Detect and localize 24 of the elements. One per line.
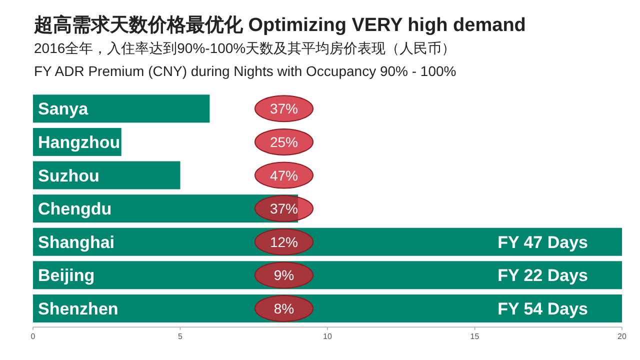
annotation: 9%	[274, 267, 294, 284]
annotation: 37%	[270, 100, 298, 117]
annotation: 47%	[270, 167, 298, 184]
x-tick-label: 0	[30, 332, 36, 342]
annotation: FY 47 Days	[498, 232, 588, 252]
x-tick-label: 10	[323, 332, 332, 342]
x-tick-label: 20	[618, 332, 627, 342]
annotation: 25%	[270, 134, 298, 150]
annotation: 37%	[270, 200, 298, 217]
y-tick-label: Hangzhou	[38, 132, 120, 152]
y-tick-label: Chengdu	[38, 200, 112, 219]
annotation: FY 54 Days	[498, 299, 588, 318]
x-tick-label: 15	[470, 332, 480, 342]
chart-subtitle: 2016全年，入住率达到90%-100%天数及其平均房价表现（人民币） FY ADR Premium (CNY) during Nights with Occupancy 90% - 100%	[34, 40, 456, 79]
y-tick-label: Beijing	[38, 266, 95, 286]
y-tick-label: Shenzhen	[38, 299, 118, 318]
y-tick-label: Sanya	[38, 100, 89, 119]
annotation: 8%	[274, 300, 294, 316]
annotation: 12%	[270, 234, 298, 250]
annotation: FY 22 Days	[498, 266, 588, 286]
x-tick-label: 5	[178, 332, 184, 342]
y-tick-label: Suzhou	[38, 166, 100, 186]
chart-title: 超高需求天数价格最优化 Optimizing VERY high demand	[33, 14, 526, 36]
y-tick-label: Shanghai	[38, 232, 115, 252]
